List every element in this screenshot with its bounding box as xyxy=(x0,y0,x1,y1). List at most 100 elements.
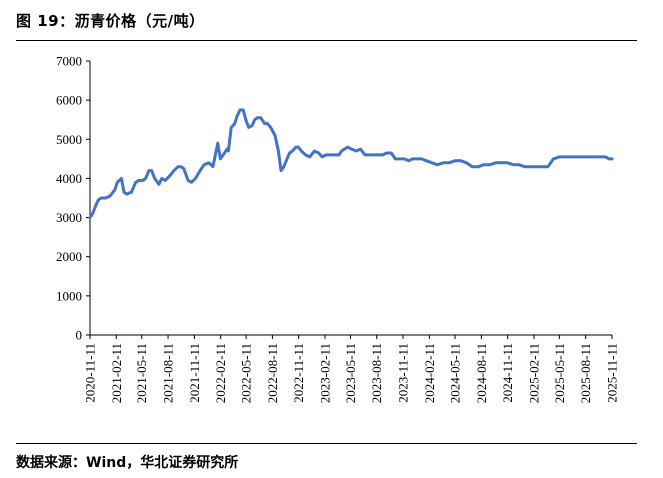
data-point xyxy=(142,179,144,182)
data-point xyxy=(236,115,238,117)
data-point xyxy=(116,181,119,184)
data-point xyxy=(436,163,439,166)
data-point xyxy=(411,158,414,160)
asphalt-price-chart: 0 1000 2000 3000 4000 5000 6000 7000 2020-11-11… xyxy=(56,54,620,404)
data-point xyxy=(465,162,468,164)
data-point xyxy=(199,169,201,172)
data-point xyxy=(420,158,423,160)
data-point xyxy=(604,156,607,158)
data-point xyxy=(113,189,116,191)
x-tick-label: 2025-05-11 xyxy=(552,343,567,403)
data-point xyxy=(338,154,340,156)
data-point xyxy=(364,154,366,156)
x-tick-label: 2023-11-11 xyxy=(396,343,411,403)
x-tick-label: 2021-11-11 xyxy=(187,343,202,403)
data-point xyxy=(518,163,520,166)
data-point xyxy=(256,117,259,119)
data-point xyxy=(187,179,189,182)
x-tick-label: 2024-05-11 xyxy=(448,343,463,403)
data-point xyxy=(582,156,584,158)
y-tick-label: 7000 xyxy=(56,54,82,69)
data-point xyxy=(251,124,253,127)
x-tick-label: 2024-11-11 xyxy=(500,343,515,403)
data-point xyxy=(340,150,343,152)
y-tick-label: 2000 xyxy=(56,249,82,264)
data-point xyxy=(425,160,428,162)
data-point xyxy=(269,126,272,129)
data-point xyxy=(359,148,362,150)
x-tick-label: 2021-05-11 xyxy=(134,343,149,403)
chart-title: 图 19：沥青价格（元/吨） xyxy=(16,12,205,30)
data-point xyxy=(295,146,297,148)
x-tick-label: 2022-02-11 xyxy=(213,343,228,403)
data-point xyxy=(558,156,560,158)
data-point xyxy=(150,169,153,172)
x-tick-label: 2021-02-11 xyxy=(109,343,124,403)
data-point xyxy=(442,162,445,164)
data-point xyxy=(394,158,397,160)
data-point xyxy=(259,117,262,119)
data-point xyxy=(512,163,515,166)
chart-axes xyxy=(86,60,613,339)
data-point xyxy=(134,181,137,184)
data-point xyxy=(564,156,567,158)
data-point xyxy=(168,175,170,178)
data-point xyxy=(346,146,349,148)
data-point xyxy=(506,162,509,164)
data-point xyxy=(575,156,578,158)
y-tick-label: 5000 xyxy=(56,132,82,147)
y-tick-label: 3000 xyxy=(56,210,82,225)
data-point xyxy=(390,152,393,154)
data-point xyxy=(109,195,111,197)
source-note: 数据来源：Wind，华北证券研究所 xyxy=(16,455,239,471)
data-point xyxy=(183,167,185,170)
data-point xyxy=(226,148,228,150)
data-point xyxy=(253,118,256,121)
data-point xyxy=(454,160,456,162)
x-tick-label: 2022-08-11 xyxy=(265,343,280,403)
data-point xyxy=(343,148,346,150)
data-point xyxy=(138,179,140,182)
data-point xyxy=(403,158,406,160)
data-point xyxy=(489,163,491,166)
x-tick-label: 2023-08-11 xyxy=(369,343,384,403)
data-point xyxy=(245,118,247,121)
data-point xyxy=(190,181,193,184)
series-line-0 xyxy=(88,108,614,220)
data-point xyxy=(94,205,97,207)
y-tick-label: 6000 xyxy=(56,93,82,108)
data-point xyxy=(524,165,526,168)
data-point xyxy=(286,158,288,160)
data-point xyxy=(177,165,179,168)
data-point xyxy=(399,158,402,160)
data-point xyxy=(227,150,230,152)
data-point xyxy=(608,158,610,160)
x-tick-label: 2024-08-11 xyxy=(474,343,489,403)
data-point xyxy=(368,154,370,156)
data-point xyxy=(283,165,285,168)
data-point xyxy=(173,169,175,172)
data-point xyxy=(448,162,450,164)
data-point xyxy=(158,183,160,186)
data-point xyxy=(477,165,480,168)
data-point xyxy=(180,165,182,168)
data-point xyxy=(288,152,291,154)
data-point xyxy=(104,197,107,199)
data-point xyxy=(304,154,307,156)
data-point xyxy=(212,165,214,168)
data-point xyxy=(495,162,497,164)
x-tick-labels: 2020-11-11 2021-02-11 2021-05-11 2021-08-11… xyxy=(83,343,620,403)
x-tick-label: 2024-02-11 xyxy=(422,343,437,403)
data-point xyxy=(153,177,156,180)
data-point xyxy=(263,122,266,125)
series-layer xyxy=(88,108,614,220)
data-point xyxy=(547,165,549,168)
data-point xyxy=(230,126,232,129)
x-tick-label: 2022-05-11 xyxy=(239,343,254,403)
data-point xyxy=(217,142,219,144)
data-point xyxy=(325,154,327,156)
data-point xyxy=(126,193,128,195)
bottom-rule xyxy=(16,443,637,444)
y-tick-label: 0 xyxy=(76,328,83,343)
data-point xyxy=(599,156,602,158)
